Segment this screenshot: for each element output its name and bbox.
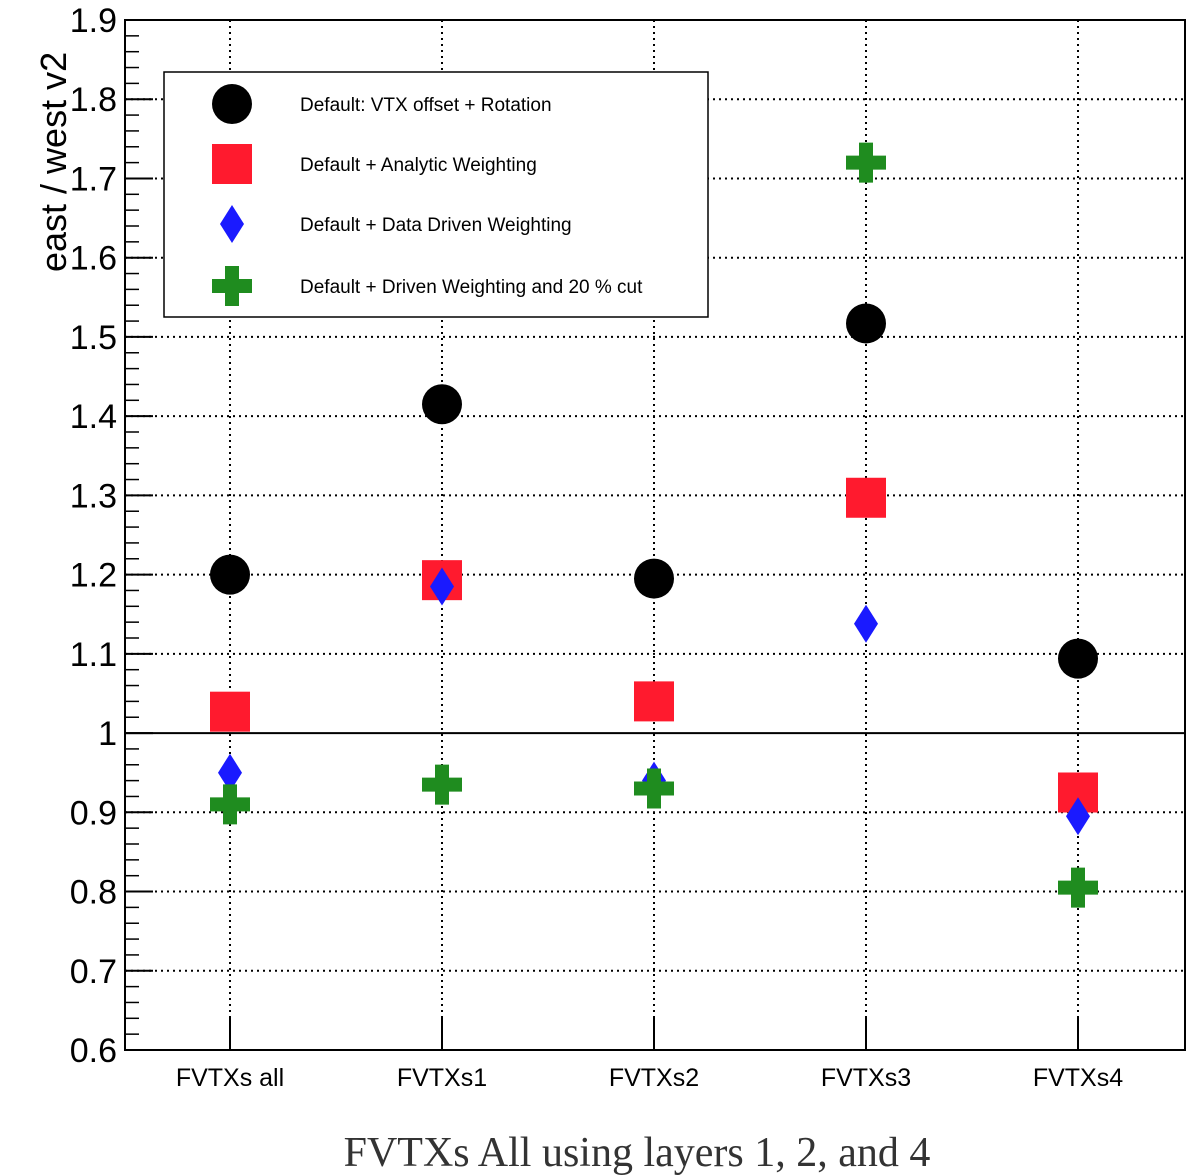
legend: Default: VTX offset + Rotation Default + … <box>163 71 709 318</box>
legend-box <box>163 71 709 318</box>
series-cross <box>210 142 1098 908</box>
legend-entry: Default + Analytic Weighting <box>212 144 537 184</box>
data-point-circle <box>846 303 886 344</box>
y-tick-label: 1.9 <box>70 2 117 40</box>
data-point-diamond <box>218 753 242 792</box>
data-point-cross <box>210 784 250 825</box>
y-tick-label: 0.6 <box>70 1032 117 1070</box>
data-point-diamond <box>1066 797 1090 836</box>
legend-label: Default + Data Driven Weighting <box>300 215 572 236</box>
data-point-square <box>210 691 250 732</box>
legend-entry: Default + Driven Weighting and 20 % cut <box>212 266 643 306</box>
series-circle <box>210 303 1098 679</box>
axis-layer: 0.6 0.7 0.8 0.9 1 1.1 1.2 1.3 1.4 1.5 1.6 1.7 1.8 1.9… <box>70 2 1185 1092</box>
y-tick-label: 1.6 <box>70 240 117 278</box>
data-point-diamond <box>430 567 454 606</box>
legend-entry: Default: VTX offset + Rotation <box>212 84 552 124</box>
y-tick-label: 0.7 <box>70 953 117 991</box>
y-tick-label: 0.8 <box>70 874 117 912</box>
x-category-label: FVTXs3 <box>821 1064 911 1092</box>
x-category-label: FVTXs1 <box>397 1064 487 1092</box>
series-square <box>210 477 1098 813</box>
data-point-square <box>634 681 674 722</box>
data-point-circle <box>634 558 674 599</box>
legend-marker-circle <box>212 84 252 124</box>
legend-entry: Default + Data Driven Weighting <box>220 205 572 243</box>
y-tick-label: 1.3 <box>70 477 117 515</box>
data-point-cross <box>634 768 674 809</box>
legend-label: Default: VTX offset + Rotation <box>300 95 552 116</box>
legend-marker-square <box>212 144 252 184</box>
x-category-label: FVTXs2 <box>609 1064 699 1092</box>
marks-layer <box>210 142 1098 908</box>
y-tick-label: 1.4 <box>70 398 117 436</box>
y-tick-label: 1.1 <box>70 636 117 674</box>
data-point-diamond <box>854 604 878 643</box>
y-tick-label: 0.9 <box>70 794 117 832</box>
y-axis-label: east / west v2 <box>33 52 74 272</box>
y-tick-label: 1.7 <box>70 160 117 198</box>
data-point-cross <box>1058 867 1098 908</box>
y-tick-label: 1.5 <box>70 319 117 357</box>
legend-marker-diamond <box>220 205 244 243</box>
legend-label: Default + Analytic Weighting <box>300 155 537 176</box>
y-tick-label: 1.8 <box>70 81 117 119</box>
y-tick-label: 1.2 <box>70 557 117 595</box>
x-category-label: FVTXs all <box>176 1064 284 1092</box>
data-point-square <box>846 477 886 518</box>
data-point-circle <box>210 554 250 595</box>
data-point-circle <box>1058 638 1098 679</box>
data-point-cross <box>846 142 886 183</box>
legend-label: Default + Driven Weighting and 20 % cut <box>300 277 643 298</box>
figure-caption: FVTXs All using layers 1, 2, and 4 <box>344 1130 931 1176</box>
legend-marker-cross <box>212 266 252 306</box>
y-tick-label: 1 <box>98 715 117 753</box>
data-point-cross <box>422 764 462 805</box>
x-category-label: FVTXs4 <box>1033 1064 1123 1092</box>
data-point-circle <box>422 384 462 425</box>
